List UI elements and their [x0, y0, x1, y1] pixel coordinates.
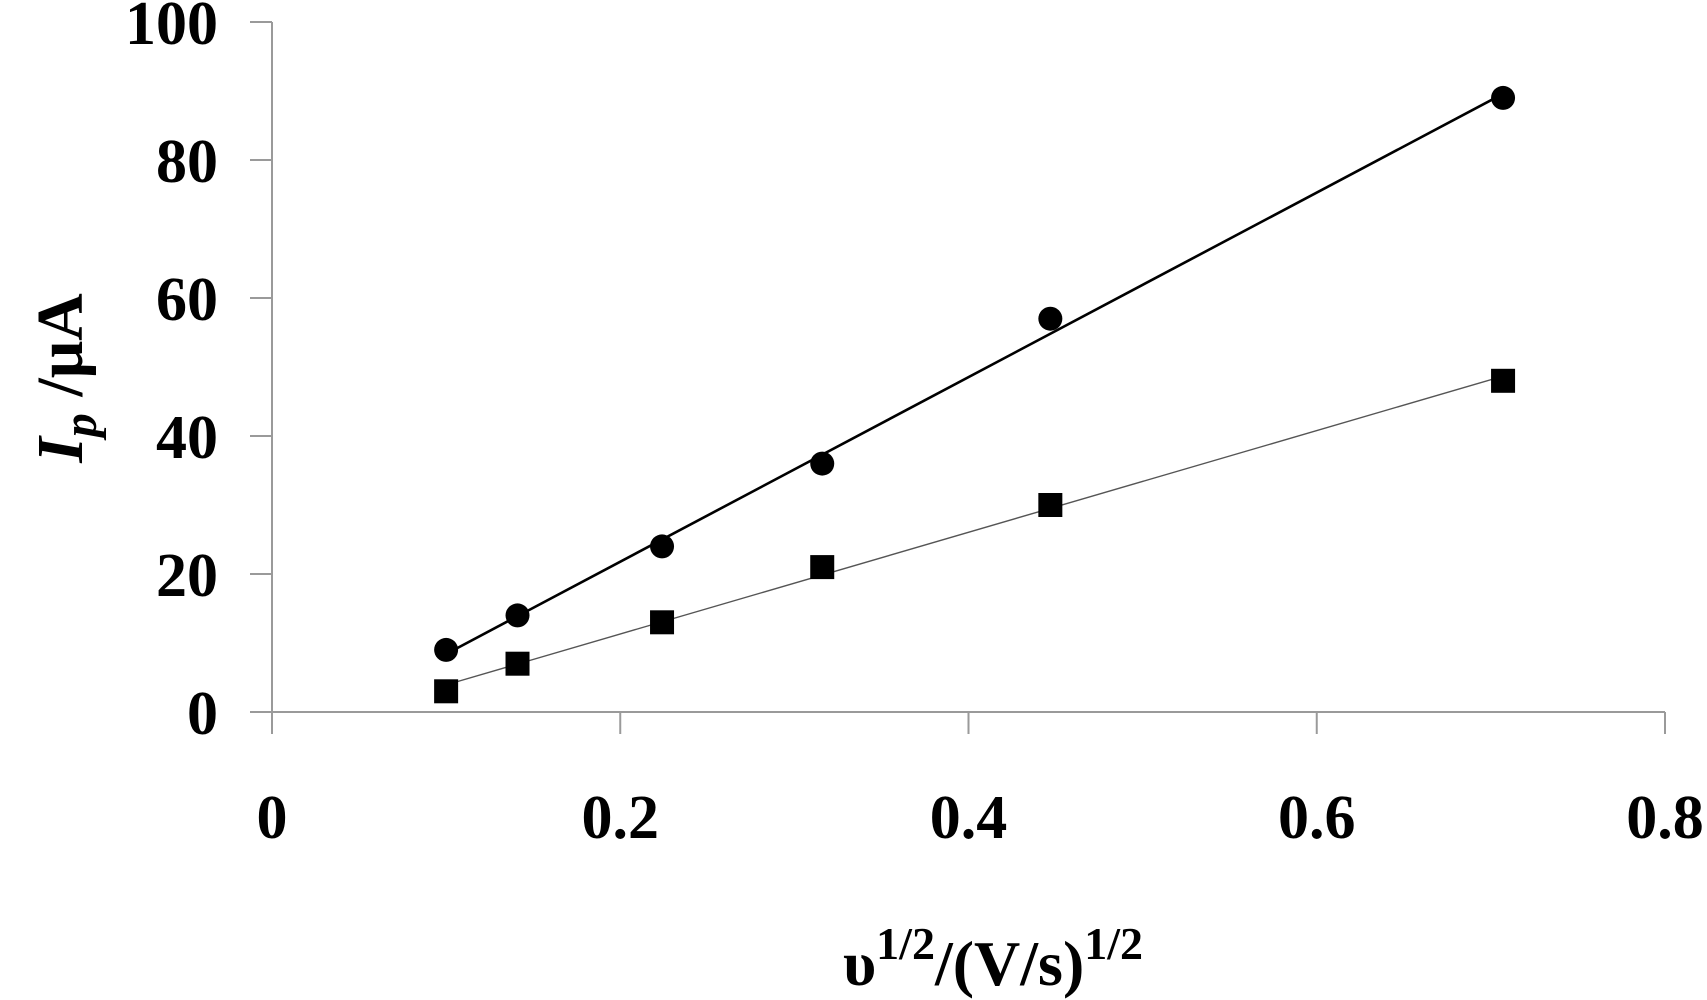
y-tick-label: 40 — [156, 404, 218, 472]
squares-trendline — [445, 375, 1504, 686]
y-tick-label: 0 — [187, 680, 218, 748]
trendlines — [445, 92, 1504, 686]
x-axis-title: υ1/2/(V/s)1/2 — [843, 918, 1143, 999]
x-tick-label: 0.4 — [930, 784, 1008, 852]
x-tick-label: 0.2 — [582, 784, 660, 852]
circle-marker — [505, 603, 530, 628]
square-marker — [505, 651, 530, 676]
y-tick-label: 20 — [156, 542, 218, 610]
tick-labels: 0 20 40 60 80 100 0 0.2 0.4 0.6 0.8 — [125, 0, 1704, 852]
circle-marker — [810, 451, 835, 476]
y-tick-label: 80 — [156, 128, 218, 196]
y-axis-title: Ip /μA — [24, 293, 107, 464]
x-tick-label: 0 — [257, 784, 288, 852]
square-marker — [810, 555, 835, 580]
circle-marker — [1491, 85, 1516, 110]
x-tick-label: 0.8 — [1626, 784, 1704, 852]
square-marker — [1038, 493, 1063, 517]
x-tick-label: 0.6 — [1278, 784, 1356, 852]
square-marker — [1491, 368, 1516, 393]
circle-marker — [1038, 306, 1063, 331]
axes — [250, 21, 1666, 734]
square-marker — [434, 679, 459, 704]
circle-marker — [434, 637, 459, 662]
data-markers — [434, 85, 1516, 704]
y-tick-label: 100 — [125, 0, 218, 58]
square-marker — [650, 610, 675, 635]
y-tick-label: 60 — [156, 266, 218, 334]
circle-marker — [650, 534, 675, 559]
circles-trendline — [445, 92, 1504, 656]
